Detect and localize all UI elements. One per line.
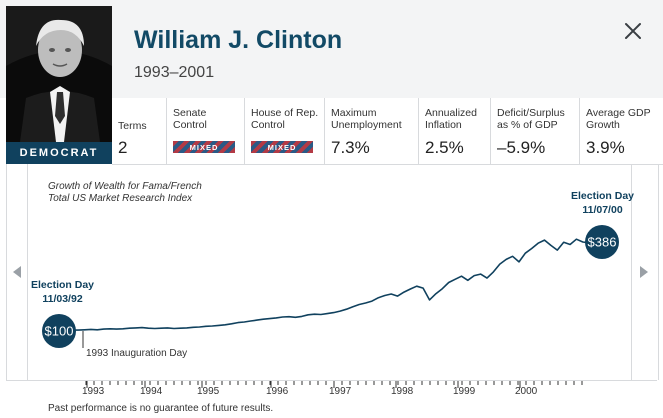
stat-value: 2.5% [425,138,464,157]
stat-value: 2 [118,138,128,157]
stat-senate-control: Senate Control MIXED [166,98,245,164]
stat-value: 3.9% [586,138,625,157]
stat-inflation: Annualized Inflation 2.5% [418,98,491,164]
close-icon [625,23,641,39]
stat-deficit: Deficit/Surplus as % of GDP –5.9% [490,98,580,164]
start-event-title: Election Day [31,279,95,291]
stat-house-control: House of Rep. Control MIXED [244,98,325,164]
portrait-image [6,6,112,142]
president-photo [6,6,112,142]
stat-label: Terms [118,120,147,132]
stat-label: Annualized Inflation [425,107,477,131]
disclaimer-text: Past performance is no guarantee of futu… [48,403,274,414]
year-tick-label: 1997 [329,386,352,397]
start-event-label: Election Day 11/03/92 [31,278,94,306]
close-button[interactable] [620,18,646,44]
year-tick-label: 1993 [82,386,105,397]
year-tick-label: 2000 [515,386,538,397]
chevron-right-icon [640,266,648,278]
chart-frame [6,164,659,380]
term-years: 1993–2001 [134,64,215,81]
previous-president-button[interactable] [10,264,24,280]
stat-max-unemployment: Maximum Unemployment 7.3% [324,98,419,164]
end-event-title: Election Day [571,190,635,202]
mixed-badge: MIXED [251,141,313,153]
year-tick-label: 1994 [140,386,163,397]
x-axis [6,380,657,403]
president-name: William J. Clinton [134,26,343,54]
start-event-date: 11/03/92 [42,293,83,305]
end-event-date: 11/07/00 [582,204,623,216]
year-tick-label: 1998 [391,386,414,397]
stat-label: Deficit/Surplus as % of GDP [497,107,565,131]
stats-row: Terms 2 Senate Control MIXED House of Re… [112,98,663,165]
party-badge: DEMOCRAT [6,142,112,164]
stat-label: House of Rep. Control [251,107,319,131]
mixed-badge: MIXED [173,141,235,153]
stat-label: Average GDP Growth [586,107,651,131]
inauguration-label: 1993 Inauguration Day [86,348,188,359]
stat-terms: Terms 2 [112,98,166,164]
stat-value: –5.9% [497,138,546,157]
stat-gdp-growth: Average GDP Growth 3.9% [579,98,663,164]
year-tick-label: 1996 [266,386,289,397]
next-president-button[interactable] [637,264,651,280]
year-tick-label: 1999 [453,386,476,397]
x-axis-ticks [85,381,583,388]
chart-caption: Growth of Wealth for Fama/French Total U… [48,181,202,204]
end-event-label: Election Day 11/07/00 [571,189,634,217]
stat-value: 7.3% [331,138,370,157]
chart-plot-area [27,164,632,380]
year-tick-label: 1995 [197,386,220,397]
chevron-left-icon [13,266,21,278]
stat-label: Senate Control [173,107,207,131]
stat-label: Maximum Unemployment [331,107,402,131]
